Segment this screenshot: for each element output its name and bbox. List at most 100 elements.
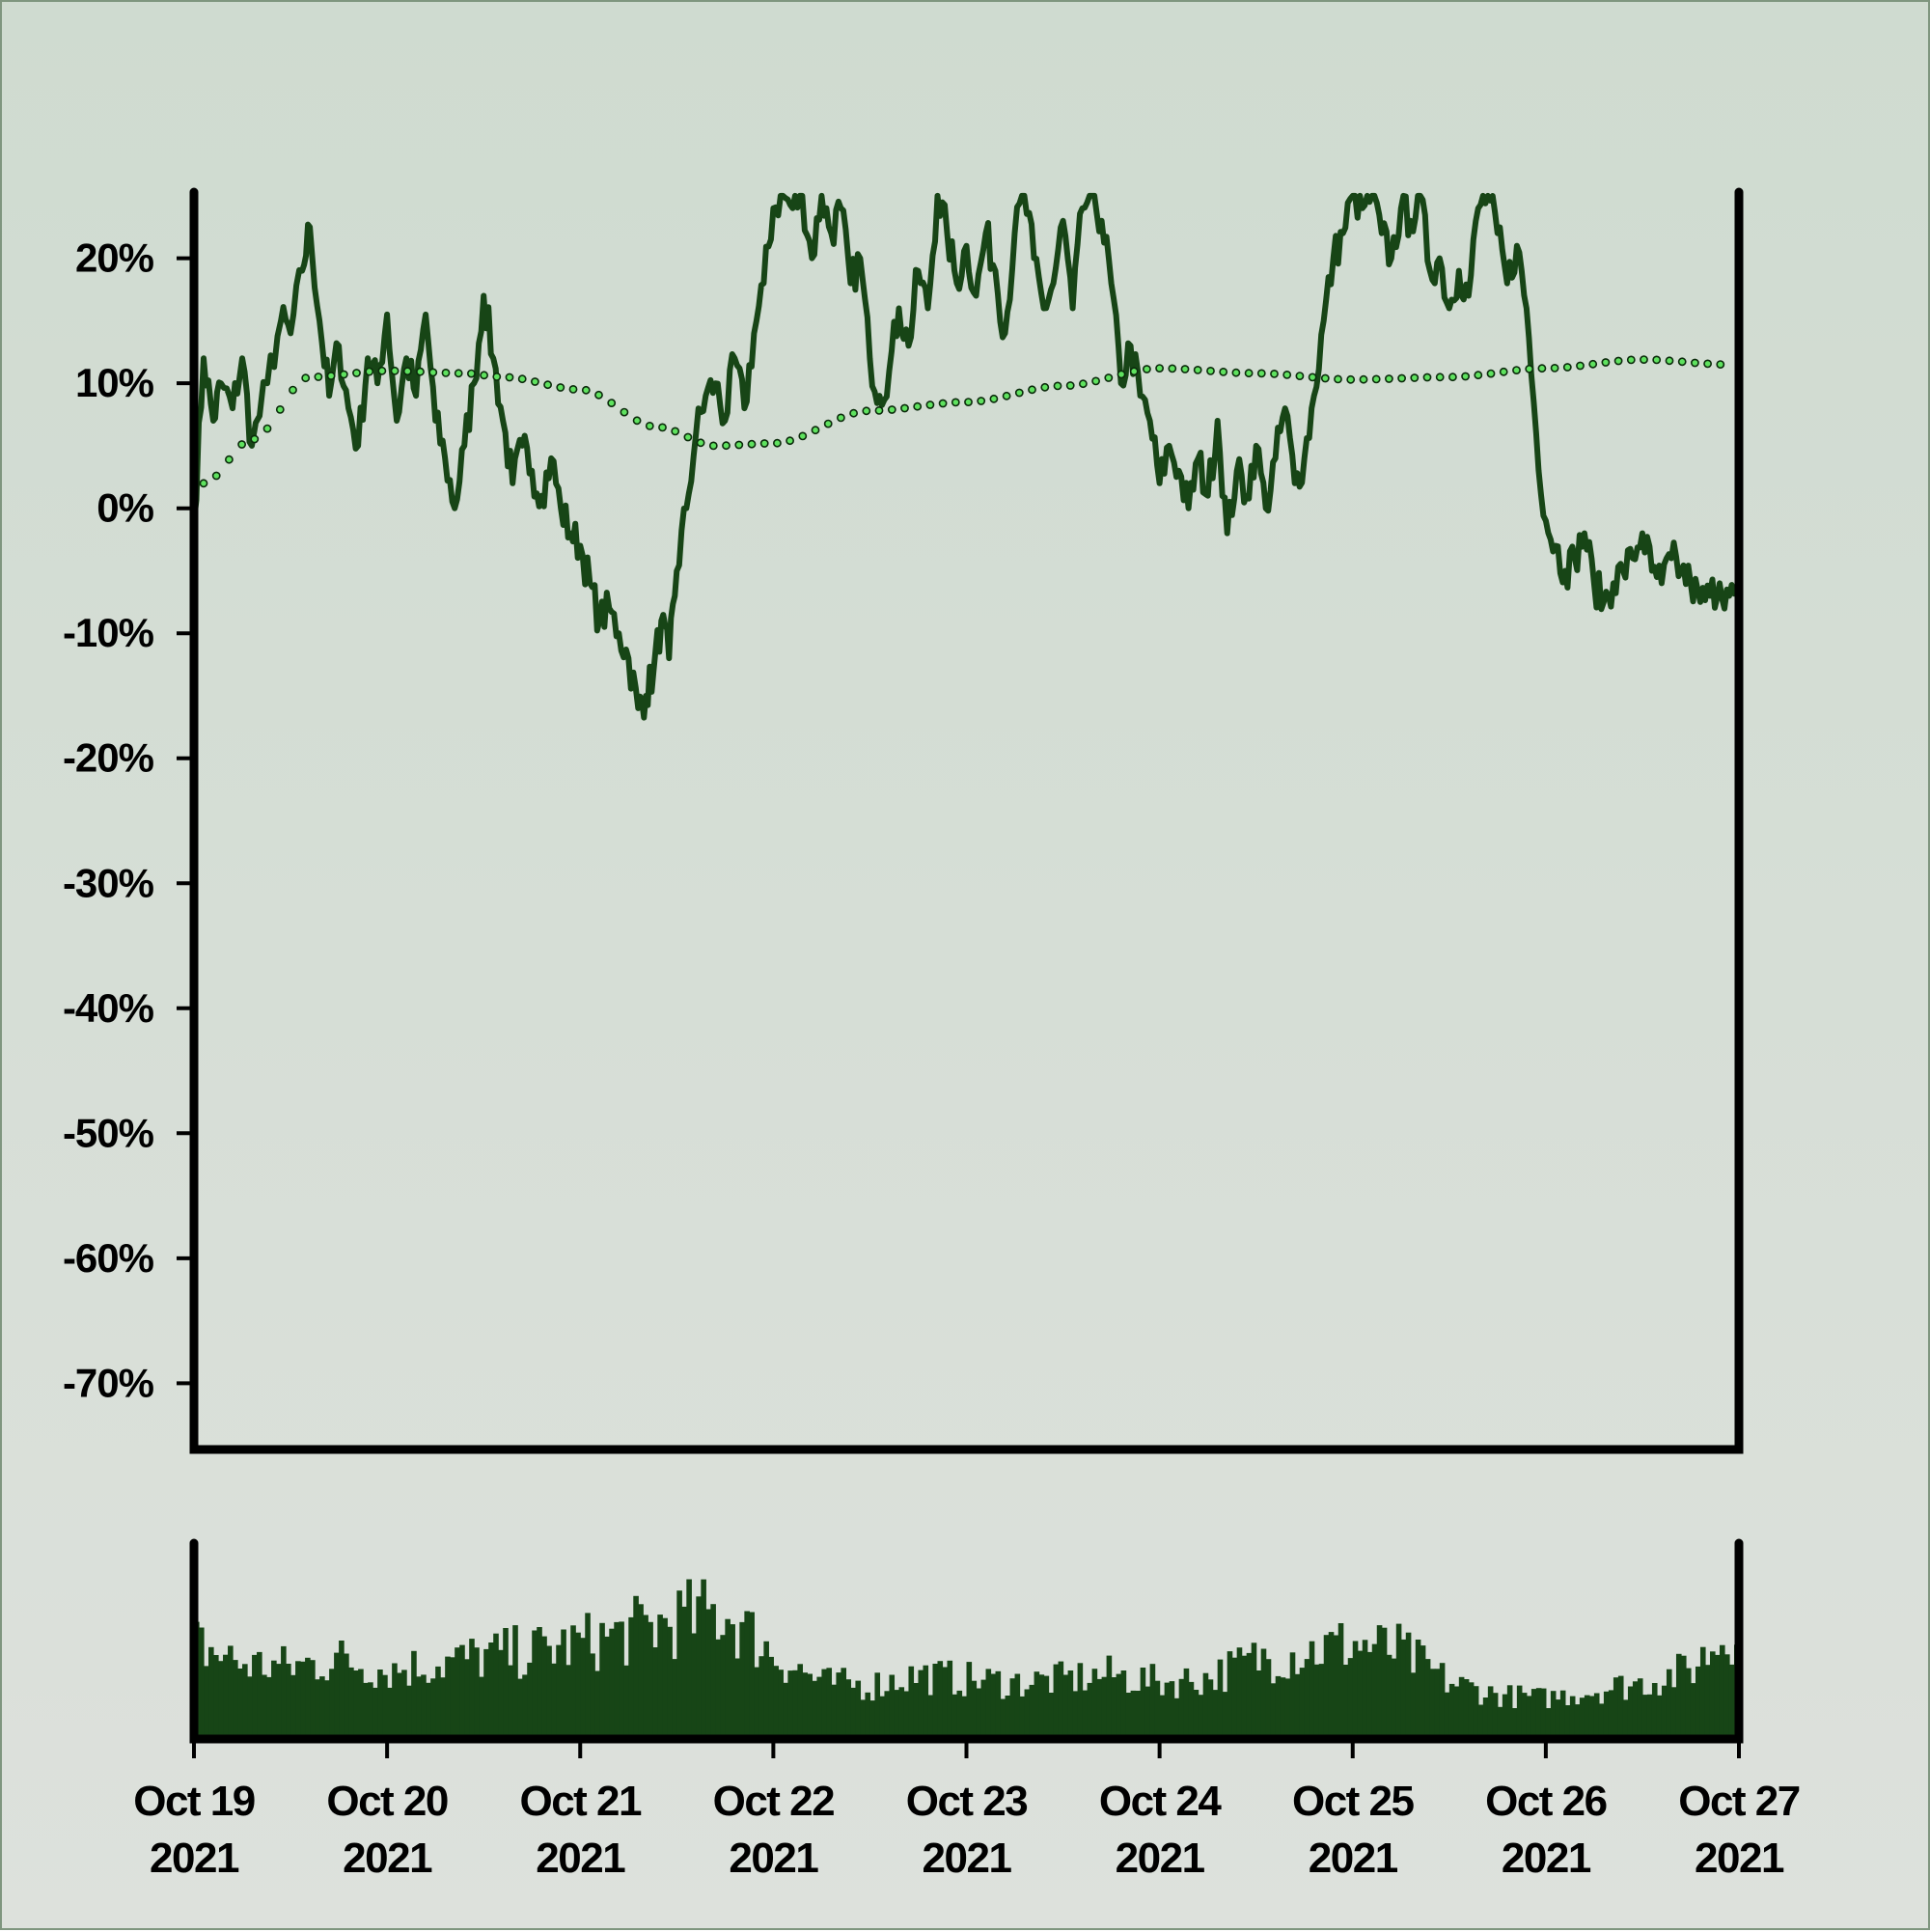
volume-bar [1029, 1684, 1035, 1739]
volume-bar [768, 1656, 774, 1739]
volume-bar [865, 1692, 871, 1739]
volume-bar [1337, 1623, 1344, 1739]
volume-bar [421, 1674, 427, 1739]
volume-bar [1366, 1651, 1373, 1739]
moving-average-marker [632, 416, 642, 426]
x-tick-label-year: 2021 [536, 1835, 625, 1882]
x-tick-label-date: Oct 25 [1292, 1778, 1415, 1825]
volume-bar [1555, 1699, 1561, 1739]
moving-average-marker [441, 368, 451, 377]
volume-bar [565, 1665, 571, 1739]
moving-average-marker [1270, 369, 1279, 378]
volume-bar [1309, 1641, 1315, 1739]
volume-bar [1473, 1686, 1479, 1739]
moving-average-marker [798, 431, 808, 441]
moving-average-marker [925, 400, 935, 409]
volume-bar [382, 1674, 388, 1739]
moving-average-marker [480, 371, 488, 380]
volume-bar [1704, 1665, 1711, 1739]
volume-bar [406, 1685, 412, 1739]
volume-bar [836, 1672, 842, 1739]
x-tick-label-year: 2021 [150, 1835, 239, 1882]
volume-bar [1613, 1677, 1619, 1739]
x-tick-label-date: Oct 21 [519, 1778, 642, 1825]
x-tick-label-year: 2021 [729, 1835, 818, 1882]
volume-bar [792, 1670, 798, 1739]
volume-bar [1251, 1642, 1257, 1739]
volume-bar [942, 1667, 949, 1739]
volume-bar [1149, 1664, 1156, 1739]
moving-average-marker [543, 380, 552, 390]
volume-bar [1439, 1663, 1446, 1739]
moving-average-marker [556, 383, 565, 392]
volume-bar [1169, 1681, 1175, 1739]
price-panel-frame [189, 187, 1744, 1454]
volume-bar [1217, 1659, 1224, 1739]
x-tick-label-year: 2021 [1116, 1835, 1205, 1882]
moving-average-marker [402, 367, 412, 376]
moving-average-marker [339, 370, 348, 379]
volume-bar [377, 1670, 383, 1739]
axes [189, 187, 1744, 1744]
price-panel [191, 192, 1742, 721]
volume-bar [247, 1676, 253, 1739]
volume-bar [1410, 1672, 1417, 1739]
price-line [191, 192, 1742, 721]
volume-bar [348, 1667, 354, 1739]
volume-bar [1656, 1695, 1663, 1739]
volume-bar [440, 1677, 446, 1739]
volume-bar [715, 1639, 721, 1739]
volume-bar [1120, 1670, 1127, 1739]
volume-bar [1357, 1650, 1364, 1739]
moving-average-marker [1346, 374, 1356, 384]
volume-bar [517, 1678, 523, 1739]
volume-bar [619, 1621, 624, 1739]
volume-bar [913, 1683, 920, 1739]
volume-bar [705, 1609, 711, 1739]
moving-average-marker [416, 367, 425, 376]
volume-bar [638, 1604, 644, 1739]
volume-bar [551, 1663, 557, 1739]
volume-bar [286, 1664, 291, 1739]
volume-bar [1709, 1651, 1716, 1739]
volume-bar [754, 1667, 759, 1739]
moving-average-marker [1665, 356, 1674, 366]
y-tick-label: -60% [63, 1235, 154, 1281]
moving-average-marker [594, 390, 603, 400]
volume-bar [860, 1699, 867, 1739]
volume-bar [1564, 1705, 1571, 1739]
moving-average-marker [708, 441, 718, 451]
volume-bar [1574, 1704, 1581, 1739]
volume-bar [599, 1622, 605, 1739]
volume-bar [1091, 1669, 1098, 1739]
volume-bar [585, 1613, 591, 1739]
moving-average-marker [989, 394, 999, 403]
volume-bar [305, 1657, 311, 1739]
moving-average-marker [352, 369, 361, 377]
volume-bar [976, 1688, 982, 1739]
volume-bar [1207, 1679, 1214, 1739]
volume-bar [628, 1616, 634, 1739]
volume-bar [1125, 1693, 1132, 1739]
y-tick-label: -20% [63, 735, 154, 781]
x-tick-label-date: Oct 20 [326, 1778, 448, 1825]
volume-bar [874, 1672, 881, 1739]
moving-average-marker [1002, 391, 1011, 400]
moving-average-marker [224, 455, 234, 464]
volume-bar [1680, 1655, 1687, 1739]
y-axis-ticks: 20% 10% 0% -10% -20% -30% -40% -50% -60% -70% [63, 235, 194, 1405]
volume-bar [845, 1679, 852, 1739]
volume-bar [604, 1636, 610, 1739]
volume-bar [1299, 1668, 1306, 1739]
volume-bar [228, 1645, 234, 1739]
volume-bar [1699, 1646, 1706, 1739]
volume-bar [1526, 1696, 1532, 1739]
moving-average [199, 355, 1725, 488]
volume-bar [1362, 1640, 1368, 1739]
volume-bar [1067, 1670, 1074, 1739]
volume-bar [1651, 1683, 1658, 1739]
volume-bar [290, 1674, 296, 1739]
y-tick-label: -70% [63, 1360, 154, 1405]
volume-bar [1053, 1664, 1060, 1739]
volume-bar [783, 1682, 788, 1739]
